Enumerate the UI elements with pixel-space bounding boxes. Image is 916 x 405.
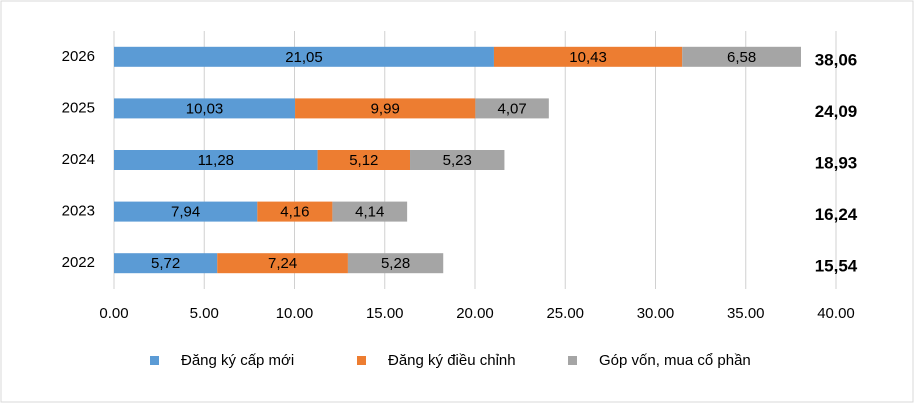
data-label: 9,99 bbox=[371, 100, 400, 117]
y-tick-label: 2024 bbox=[62, 151, 95, 168]
total-label: 38,06 bbox=[815, 50, 858, 69]
y-tick-label: 2022 bbox=[62, 254, 95, 271]
data-label: 6,58 bbox=[727, 49, 756, 66]
bar-segment bbox=[114, 150, 318, 170]
total-label: 24,09 bbox=[815, 102, 858, 121]
data-label: 5,28 bbox=[381, 255, 410, 272]
y-tick-label: 2025 bbox=[62, 99, 95, 116]
total-label: 16,24 bbox=[815, 205, 858, 224]
data-label: 4,07 bbox=[497, 100, 526, 117]
bar-segment bbox=[114, 46, 494, 67]
bar-segment bbox=[332, 201, 408, 222]
x-tick-label: 20.00 bbox=[456, 305, 494, 322]
data-label: 5,72 bbox=[151, 255, 180, 272]
data-label: 10,03 bbox=[186, 100, 224, 117]
data-label: 4,14 bbox=[355, 204, 384, 221]
bar-segment bbox=[114, 98, 296, 119]
bar-segment bbox=[493, 46, 683, 67]
x-tick-label: 25.00 bbox=[546, 305, 584, 322]
data-label: 7,94 bbox=[171, 204, 200, 221]
bar-segment bbox=[317, 150, 411, 170]
total-label: 15,54 bbox=[815, 257, 858, 276]
x-tick-label: 35.00 bbox=[727, 305, 765, 322]
x-tick-label: 10.00 bbox=[276, 305, 314, 322]
x-tick-label: 0.00 bbox=[99, 305, 128, 322]
data-label: 10,43 bbox=[569, 49, 607, 66]
bar-segment bbox=[257, 201, 333, 222]
bar-segment bbox=[114, 201, 258, 222]
bar-segment bbox=[114, 253, 218, 274]
bar-segment bbox=[475, 98, 549, 119]
bar-segment bbox=[347, 253, 444, 274]
legend-swatch bbox=[568, 356, 577, 365]
data-label: 7,24 bbox=[268, 255, 297, 272]
data-label: 4,16 bbox=[280, 204, 309, 221]
data-label: 11,28 bbox=[198, 152, 234, 169]
bar-segment bbox=[410, 150, 505, 170]
y-tick-label: 2023 bbox=[62, 203, 95, 220]
data-label: 5,12 bbox=[349, 152, 378, 169]
data-label: 21,05 bbox=[285, 49, 323, 66]
legend-swatch bbox=[357, 356, 366, 365]
data-label: 5,23 bbox=[443, 152, 472, 169]
legend-label: Góp vốn, mua cổ phần bbox=[599, 352, 751, 369]
x-tick-label: 15.00 bbox=[366, 305, 404, 322]
legend-label: Đăng ký điều chỉnh bbox=[388, 352, 516, 369]
legend-label: Đăng ký cấp mới bbox=[181, 352, 294, 369]
bar-segment bbox=[682, 46, 801, 67]
y-tick-label: 2026 bbox=[62, 48, 95, 65]
bar-segment bbox=[217, 253, 348, 274]
bar-segment bbox=[295, 98, 476, 119]
x-tick-label: 30.00 bbox=[637, 305, 675, 322]
x-tick-label: 40.00 bbox=[817, 305, 855, 322]
x-tick-label: 5.00 bbox=[190, 305, 219, 322]
total-label: 18,93 bbox=[815, 153, 858, 172]
legend-swatch bbox=[150, 356, 159, 365]
